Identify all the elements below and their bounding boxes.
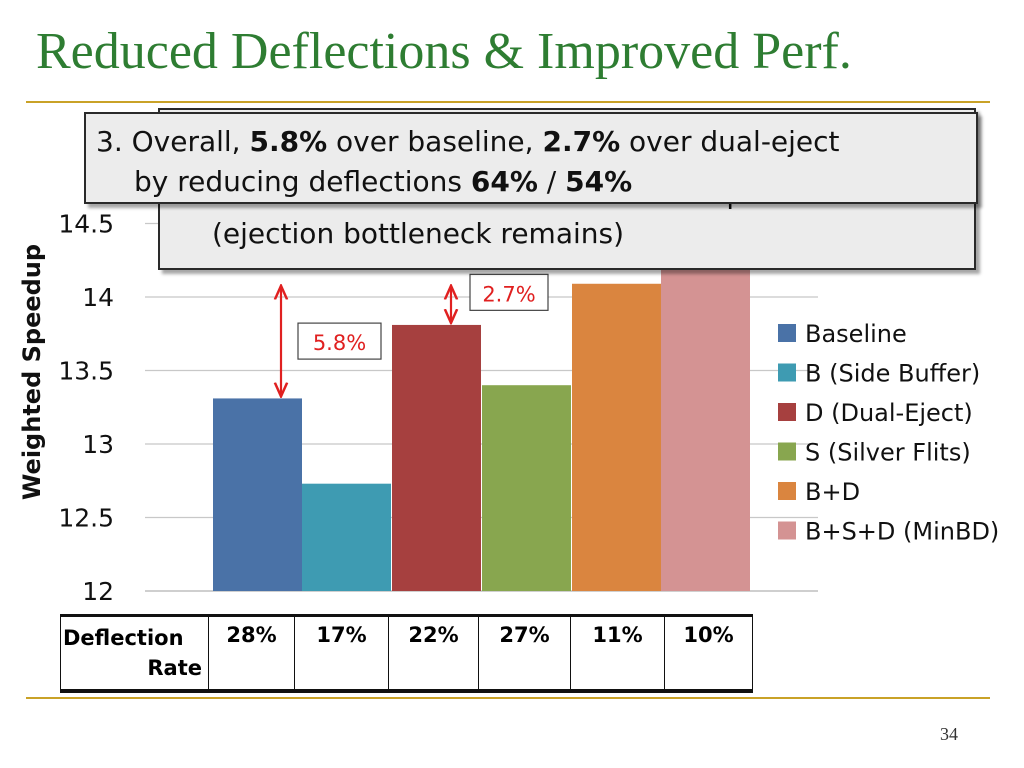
- legend-swatch-2: [778, 403, 796, 421]
- deflection-rate-header-line1: Deflection: [63, 626, 184, 650]
- side-buffer-callout-line2: (ejection bottleneck remains): [212, 217, 625, 250]
- y-tick-label: 13: [82, 430, 114, 459]
- overall-line1-suffix: over dual-eject: [620, 125, 840, 158]
- y-tick-label: 14: [82, 283, 114, 312]
- deflection-rate-header-line2: Rate: [147, 656, 202, 680]
- overall-baseline-gain: 5.8%: [249, 125, 328, 158]
- deflection-rate-table: Deflection Rate 28% 17% 22% 27% 11% 10%: [60, 614, 753, 693]
- overall-callout-line2: by reducing deflections 64% / 54%: [96, 162, 976, 202]
- deflection-rate-cell: 27%: [478, 615, 571, 691]
- delta-label-box-1: [469, 273, 549, 311]
- overall-line1-prefix: 3. Overall,: [96, 125, 250, 158]
- overall-line2-prefix: by reducing deflections: [134, 165, 471, 198]
- legend-swatch-0: [778, 324, 796, 342]
- legend-label-4: B+D: [805, 478, 860, 506]
- overall-line2-sep: /: [537, 165, 566, 198]
- overall-callout-line1: 3. Overall, 5.8% over baseline, 2.7% ove…: [96, 122, 976, 162]
- legend-label-2: D (Dual-Eject): [805, 399, 973, 427]
- bar-0: [213, 398, 302, 591]
- legend-swatch-1: [778, 363, 796, 382]
- delta-label-0: 5.8%: [313, 331, 366, 355]
- legend-swatch-5: [778, 521, 796, 540]
- overall-dual-eject-gain: 2.7%: [542, 125, 621, 158]
- y-tick-label: 14.5: [58, 210, 114, 239]
- bar-2: [392, 324, 481, 591]
- delta-label-1: 2.7%: [482, 282, 535, 306]
- bar-5: [661, 266, 750, 591]
- deflection-rate-cell: 11%: [570, 615, 665, 691]
- overall-deflection-reduction-1: 64%: [470, 165, 538, 198]
- bar-1: [302, 483, 391, 591]
- overall-deflection-reduction-2: 54%: [565, 165, 633, 198]
- overall-line1-mid: over baseline,: [327, 125, 543, 158]
- legend-label-3: S (Silver Flits): [805, 439, 971, 467]
- legend-swatch-3: [778, 442, 796, 461]
- y-tick-label: 13.5: [58, 357, 114, 386]
- deflection-rate-cell: 28%: [208, 615, 295, 691]
- bar-3: [482, 385, 571, 591]
- title-divider: [26, 101, 990, 103]
- page-number: 34: [940, 724, 958, 744]
- delta-label-box-0: [297, 322, 382, 360]
- bar-4: [572, 283, 661, 591]
- y-tick-label: 12.5: [58, 504, 114, 533]
- y-tick-label: 12: [82, 577, 114, 606]
- table-row: Deflection Rate 28% 17% 22% 27% 11% 10%: [60, 615, 753, 691]
- deflection-rate-header: Deflection Rate: [60, 615, 209, 691]
- slide-title: Reduced Deflections & Improved Perf.: [36, 23, 852, 80]
- legend-label-1: B (Side Buffer): [805, 360, 980, 388]
- deflection-rate-cell: 17%: [294, 615, 389, 691]
- deflection-rate-cell: 10%: [664, 615, 753, 691]
- legend-label-5: B+S+D (MinBD): [805, 518, 999, 546]
- footer-divider: [26, 697, 990, 699]
- legend-swatch-4: [778, 482, 796, 500]
- deflection-rate-cell: 22%: [388, 615, 479, 691]
- overall-callout: 3. Overall, 5.8% over baseline, 2.7% ove…: [84, 112, 978, 204]
- y-axis-label: Weighted Speedup: [18, 244, 46, 500]
- legend-label-0: Baseline: [805, 320, 907, 348]
